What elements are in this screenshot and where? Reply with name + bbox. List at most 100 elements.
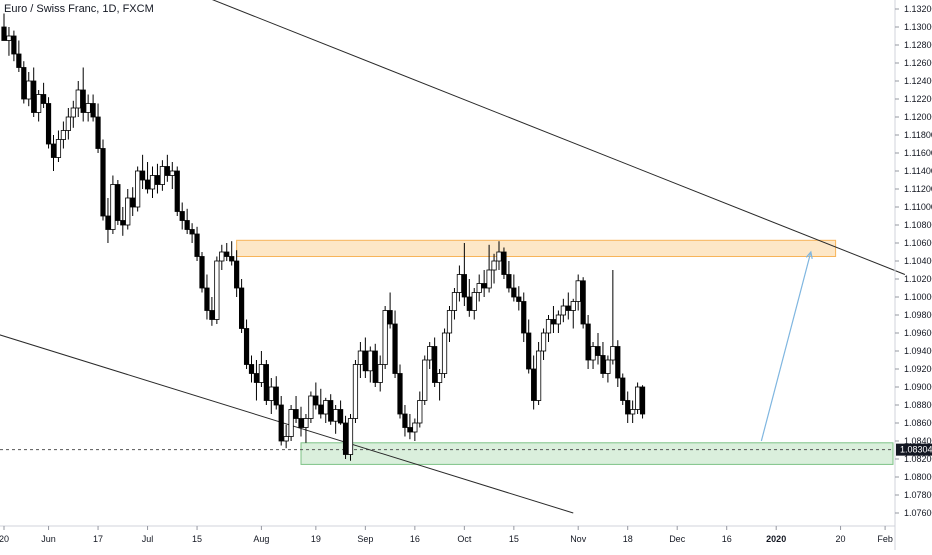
candle[interactable] — [625, 391, 631, 424]
candle[interactable] — [105, 198, 111, 243]
candle[interactable] — [436, 369, 443, 401]
candle[interactable] — [179, 202, 185, 230]
candle[interactable] — [635, 382, 641, 415]
candle[interactable] — [545, 315, 552, 342]
candle[interactable] — [590, 342, 596, 369]
candle[interactable] — [90, 94, 96, 122]
candle[interactable] — [526, 319, 532, 374]
candle[interactable] — [372, 343, 378, 387]
candle[interactable] — [135, 166, 141, 212]
candle[interactable] — [149, 166, 156, 199]
candle[interactable] — [65, 108, 71, 140]
candle[interactable] — [194, 226, 200, 261]
candle[interactable] — [115, 180, 121, 225]
candle[interactable] — [273, 376, 279, 410]
candle[interactable] — [36, 90, 42, 122]
candle[interactable] — [70, 100, 76, 128]
candle[interactable] — [120, 207, 126, 236]
candle[interactable] — [422, 355, 428, 406]
resistance-zone[interactable] — [236, 239, 837, 258]
candle[interactable] — [80, 67, 86, 122]
candle[interactable] — [362, 337, 368, 379]
candle[interactable] — [417, 391, 423, 428]
candle[interactable] — [427, 342, 433, 369]
candle[interactable] — [580, 277, 586, 329]
candle[interactable] — [585, 315, 591, 369]
candle[interactable] — [283, 424, 289, 449]
candle[interactable] — [100, 139, 106, 221]
candle[interactable] — [16, 40, 22, 73]
candle[interactable] — [6, 27, 12, 56]
candle[interactable] — [342, 415, 349, 459]
candle[interactable] — [75, 81, 81, 117]
upper-trendline[interactable] — [202, 0, 906, 275]
candle[interactable] — [1, 13, 7, 41]
candle[interactable] — [308, 391, 314, 424]
candle[interactable] — [441, 328, 448, 379]
candle[interactable] — [531, 355, 537, 410]
projection-arrow[interactable] — [760, 251, 812, 442]
candle[interactable] — [323, 397, 329, 423]
candle[interactable] — [95, 103, 101, 154]
candle[interactable] — [154, 163, 161, 194]
candle[interactable] — [565, 292, 571, 320]
support-zone[interactable] — [300, 442, 894, 465]
candle[interactable] — [174, 166, 180, 217]
candle[interactable] — [347, 414, 354, 461]
candle[interactable] — [125, 189, 131, 230]
candle[interactable] — [214, 256, 220, 325]
candle[interactable] — [481, 270, 487, 297]
lower-trendline[interactable] — [0, 329, 574, 514]
candle[interactable] — [85, 94, 91, 122]
candle[interactable] — [268, 378, 274, 414]
candle[interactable] — [253, 360, 260, 401]
candle[interactable] — [610, 270, 616, 365]
candle[interactable] — [536, 342, 542, 405]
candle[interactable] — [392, 310, 398, 379]
candle[interactable] — [45, 97, 52, 149]
candle[interactable] — [560, 298, 566, 323]
candle[interactable] — [615, 340, 621, 387]
candle[interactable] — [516, 286, 522, 311]
candle[interactable] — [31, 67, 37, 118]
candle[interactable] — [50, 135, 57, 171]
candle[interactable] — [243, 319, 250, 370]
candle[interactable] — [511, 274, 517, 302]
candle[interactable] — [595, 333, 601, 365]
candle[interactable] — [397, 364, 403, 419]
candle[interactable] — [456, 265, 463, 302]
candle[interactable] — [219, 244, 225, 270]
candle[interactable] — [333, 405, 339, 434]
candle[interactable] — [184, 208, 190, 234]
candle[interactable] — [229, 241, 235, 266]
candle[interactable] — [313, 382, 319, 410]
candle[interactable] — [382, 306, 388, 369]
candle[interactable] — [407, 414, 413, 440]
candle[interactable] — [169, 162, 175, 189]
candle[interactable] — [298, 406, 304, 437]
candle[interactable] — [224, 243, 230, 261]
candle[interactable] — [55, 130, 62, 163]
candle[interactable] — [486, 244, 492, 293]
candle[interactable] — [293, 396, 299, 423]
candle[interactable] — [471, 288, 477, 320]
candle[interactable] — [600, 342, 606, 378]
candle[interactable] — [318, 388, 324, 419]
candle[interactable] — [110, 175, 116, 235]
candle[interactable] — [555, 310, 562, 334]
candle[interactable] — [377, 355, 383, 392]
candle[interactable] — [412, 418, 418, 442]
candle[interactable] — [303, 414, 309, 443]
candle[interactable] — [491, 253, 497, 284]
price-axis[interactable]: 1.13200 1.13000 1.12800 1.12600 1.12400 1.122… — [894, 0, 932, 550]
candle[interactable] — [209, 297, 215, 326]
candle[interactable] — [288, 405, 294, 441]
candle[interactable] — [164, 154, 170, 182]
candle[interactable] — [41, 82, 47, 108]
time-axis[interactable]: 20 Jun 17 Jul 15 Aug 19 Sep 16 Oct 15 Nov 18 Dec 16 202… — [0, 525, 895, 544]
candle[interactable] — [521, 292, 527, 343]
candle[interactable] — [144, 162, 151, 194]
candle[interactable] — [263, 360, 269, 405]
candle[interactable] — [550, 306, 557, 333]
